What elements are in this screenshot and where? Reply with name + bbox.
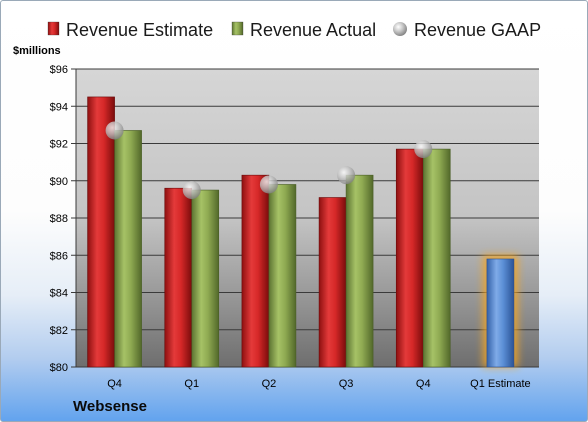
y-axis-unit-label: $millions: [13, 45, 61, 57]
y-tick-label: $86: [50, 250, 68, 262]
bar-revenue-estimate: [486, 258, 515, 368]
marker-revenue-gaap: [259, 175, 278, 194]
x-tick-label: Q3: [339, 378, 354, 390]
legend-swatch: [393, 22, 407, 36]
bar-revenue-estimate: [87, 96, 115, 368]
y-tick-label: $88: [50, 213, 68, 225]
x-tick-label: Q4: [107, 378, 122, 390]
y-tick-label: $94: [50, 101, 68, 113]
bar-revenue-actual: [268, 184, 297, 368]
bar-revenue-estimate: [164, 187, 193, 368]
y-tick-label: $96: [50, 64, 68, 76]
legend-swatch: [231, 21, 244, 36]
y-tick-label: $80: [50, 362, 68, 374]
marker-revenue-gaap: [414, 140, 433, 159]
bar-revenue-actual: [345, 174, 374, 368]
bar-revenue-estimate: [241, 174, 270, 368]
legend-swatch: [47, 21, 60, 36]
marker-revenue-gaap: [182, 181, 201, 200]
bar-revenue-estimate: [395, 148, 424, 368]
legend-label: Revenue Estimate: [66, 20, 213, 40]
legend-label: Revenue Actual: [250, 20, 376, 40]
marker-revenue-gaap: [337, 166, 356, 185]
legend-label: Revenue GAAP: [414, 20, 541, 40]
bar-revenue-estimate: [318, 197, 347, 368]
bar-revenue-actual: [114, 130, 142, 368]
bar-revenue-actual: [191, 189, 220, 368]
x-tick-label: Q1 Estimate: [470, 378, 531, 390]
x-tick-label: Q1: [184, 378, 199, 390]
company-name: Websense: [73, 398, 147, 415]
y-tick-label: $82: [50, 325, 68, 337]
y-tick-label: $90: [50, 176, 68, 188]
x-tick-label: Q4: [416, 378, 431, 390]
marker-revenue-gaap: [105, 121, 124, 140]
y-tick-label: $92: [50, 139, 68, 151]
bar-revenue-actual: [422, 148, 451, 368]
x-tick-label: Q2: [262, 378, 277, 390]
y-tick-label: $84: [50, 288, 68, 300]
